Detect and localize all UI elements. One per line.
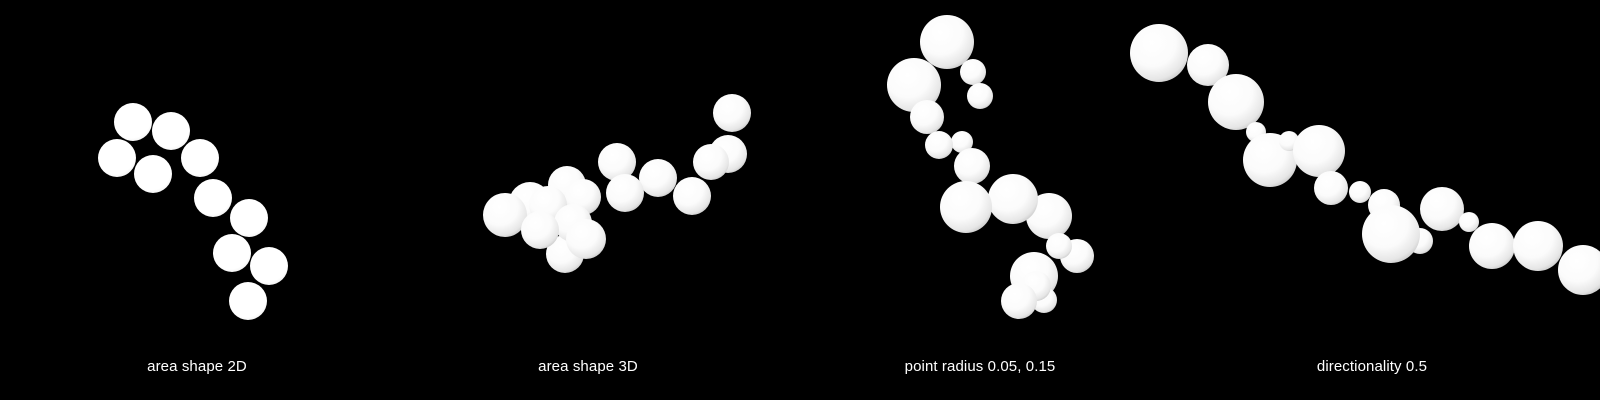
sphere bbox=[1459, 212, 1479, 232]
sphere bbox=[1046, 233, 1072, 259]
sphere bbox=[229, 282, 267, 320]
sphere bbox=[954, 148, 990, 184]
sphere bbox=[598, 143, 636, 181]
sphere bbox=[693, 144, 729, 180]
sphere bbox=[152, 112, 190, 150]
sphere bbox=[910, 100, 944, 134]
sphere bbox=[1001, 283, 1037, 319]
sphere bbox=[960, 59, 986, 85]
panel-caption: area shape 3D bbox=[538, 358, 638, 375]
panel-area-shape-3d bbox=[483, 94, 751, 273]
sphere bbox=[1314, 171, 1348, 205]
sphere bbox=[606, 174, 644, 212]
sphere bbox=[1293, 125, 1345, 177]
panel-caption: point radius 0.05, 0.15 bbox=[904, 358, 1056, 375]
sphere bbox=[134, 155, 172, 193]
sphere bbox=[1187, 44, 1229, 86]
sphere bbox=[1362, 205, 1420, 263]
sphere bbox=[250, 247, 288, 285]
sphere bbox=[114, 103, 152, 141]
sphere bbox=[181, 139, 219, 177]
sphere bbox=[213, 234, 251, 272]
sphere bbox=[230, 199, 268, 237]
sphere bbox=[988, 174, 1038, 224]
panel-area-shape-2d bbox=[98, 103, 288, 320]
sphere bbox=[483, 193, 527, 237]
sphere bbox=[940, 181, 992, 233]
sphere bbox=[1349, 181, 1371, 203]
sphere bbox=[1208, 74, 1264, 130]
sphere bbox=[521, 211, 559, 249]
sphere bbox=[887, 58, 941, 112]
sphere bbox=[920, 15, 974, 69]
sphere bbox=[925, 131, 953, 159]
sphere bbox=[1420, 187, 1464, 231]
sphere bbox=[673, 177, 711, 215]
sphere bbox=[639, 159, 677, 197]
sphere bbox=[1469, 223, 1515, 269]
panel-caption: directionality 0.5 bbox=[1316, 358, 1428, 375]
sphere bbox=[566, 219, 606, 259]
sphere bbox=[1513, 221, 1563, 271]
sphere bbox=[194, 179, 232, 217]
sphere bbox=[1558, 245, 1600, 295]
panel-directionality bbox=[1130, 24, 1600, 295]
sphere bbox=[1026, 193, 1072, 239]
sphere bbox=[713, 94, 751, 132]
sphere bbox=[951, 131, 973, 153]
sphere bbox=[98, 139, 136, 177]
sphere bbox=[1130, 24, 1188, 82]
panel-caption: area shape 2D bbox=[147, 358, 247, 375]
sphere bbox=[967, 83, 993, 109]
panel-point-radius bbox=[887, 15, 1094, 319]
